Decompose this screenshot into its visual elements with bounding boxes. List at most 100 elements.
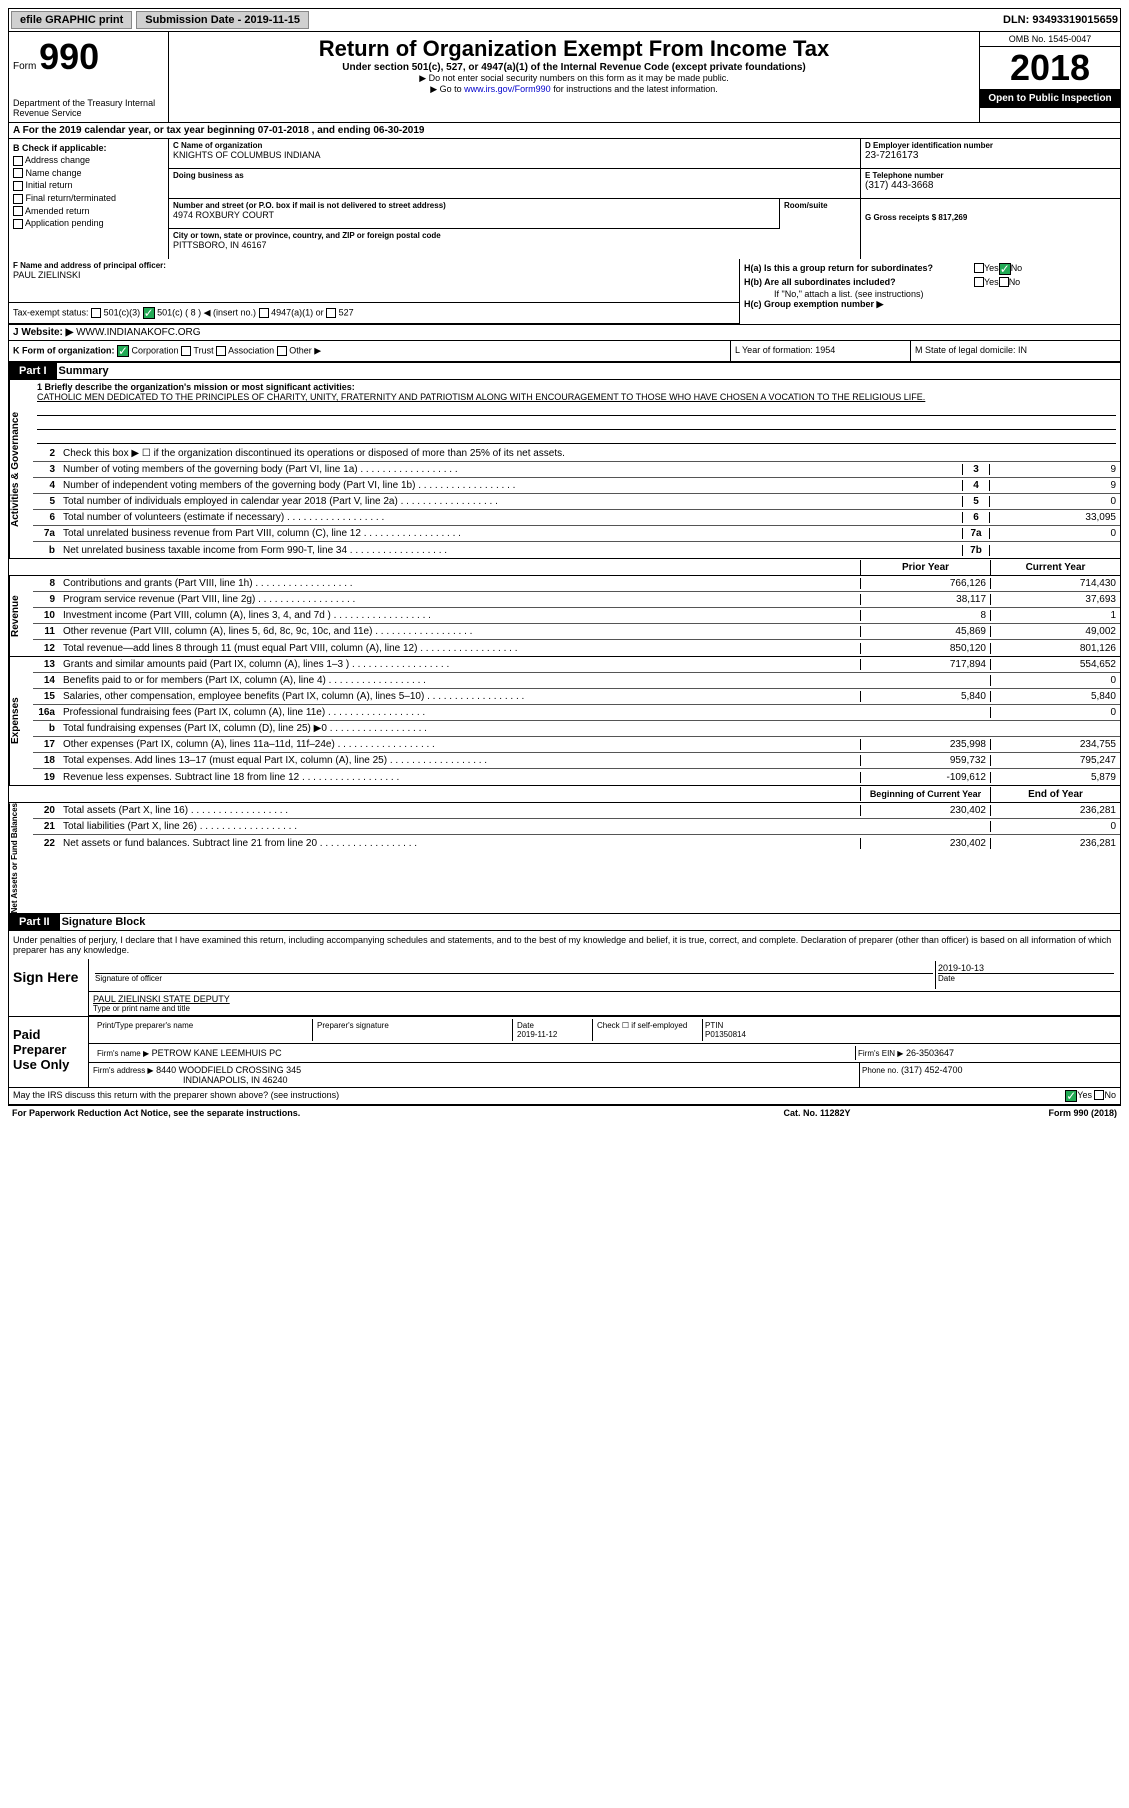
check-other[interactable] [277, 346, 287, 356]
line-text: Salaries, other compensation, employee b… [61, 690, 860, 703]
line-text: Other expenses (Part IX, column (A), lin… [61, 738, 860, 751]
check-501c3[interactable] [91, 308, 101, 318]
check-address[interactable] [13, 156, 23, 166]
line-text: Professional fundraising fees (Part IX, … [61, 706, 860, 719]
discuss-yes[interactable] [1065, 1090, 1077, 1102]
form-title: Return of Organization Exempt From Incom… [173, 36, 975, 62]
omb-number: OMB No. 1545-0047 [980, 32, 1120, 47]
line-text: Total expenses. Add lines 13–17 (must eq… [61, 754, 860, 767]
prior-year-value: 8 [860, 610, 990, 621]
line-value: 9 [990, 464, 1120, 475]
check-initial[interactable] [13, 181, 23, 191]
current-year-value: 1 [990, 610, 1120, 621]
line-text: Total number of individuals employed in … [61, 495, 962, 508]
part2-header: Part II [9, 914, 60, 930]
year-formation: L Year of formation: 1954 [730, 341, 910, 361]
part1-expenses: Expenses 13 Grants and similar amounts p… [8, 657, 1121, 786]
prior-year-value: 230,402 [860, 838, 990, 849]
line-text: Total assets (Part X, line 16) [61, 804, 860, 817]
check-corp[interactable] [117, 345, 129, 357]
paid-preparer-label: Paid Preparer Use Only [9, 1017, 89, 1087]
current-year-value: 5,879 [990, 772, 1120, 783]
current-year-value: 0 [990, 675, 1120, 686]
section-bcdefg: B Check if applicable: Address change Na… [8, 139, 1121, 259]
prior-year-value: 5,840 [860, 691, 990, 702]
check-pending[interactable] [13, 219, 23, 229]
current-year-value: 0 [990, 821, 1120, 832]
check-amended[interactable] [13, 206, 23, 216]
line-text: Benefits paid to or for members (Part IX… [61, 674, 860, 687]
state-domicile: M State of legal domicile: IN [910, 341, 1120, 361]
current-year-value: 0 [990, 707, 1120, 718]
line-text: Total number of volunteers (estimate if … [61, 511, 962, 524]
ha-no[interactable] [999, 263, 1011, 275]
ha-yes[interactable] [974, 263, 984, 273]
top-bar: efile GRAPHIC print Submission Date - 20… [8, 8, 1121, 32]
part1-header: Part I [9, 363, 57, 379]
part1-netassets: Net Assets or Fund Balances 20 Total ass… [8, 803, 1121, 914]
dept-treasury: Department of the Treasury Internal Reve… [13, 98, 164, 118]
line-text: Number of voting members of the governin… [61, 463, 962, 476]
org-name: KNIGHTS OF COLUMBUS INDIANA [173, 150, 856, 160]
part1-revenue: Revenue 8 Contributions and grants (Part… [8, 576, 1121, 657]
sign-here-label: Sign Here [9, 959, 89, 1016]
header-mid: Return of Organization Exempt From Incom… [169, 32, 980, 122]
officer-name: PAUL ZIELINSKI [13, 270, 735, 280]
street-address: 4974 ROXBURY COURT [173, 210, 775, 220]
part1-governance: Activities & Governance 1 Briefly descri… [8, 380, 1121, 559]
firm-name: PETROW KANE LEEMHUIS PC [152, 1048, 282, 1058]
form-header: Form 990 Department of the Treasury Inte… [8, 32, 1121, 123]
check-527[interactable] [326, 308, 336, 318]
tax-status-row: Tax-exempt status: 501(c)(3) 501(c) ( 8 … [9, 303, 739, 324]
line-text: Grants and similar amounts paid (Part IX… [61, 658, 860, 671]
website-url: WWW.INDIANAKOFC.ORG [76, 327, 200, 338]
public-inspection: Open to Public Inspection [980, 89, 1120, 108]
prior-year-value: 45,869 [860, 626, 990, 637]
prep-date: 2019-11-12 [517, 1030, 557, 1039]
line-text: Other revenue (Part VIII, column (A), li… [61, 625, 860, 638]
current-year-value: 234,755 [990, 739, 1120, 750]
prior-year-value: 959,732 [860, 755, 990, 766]
sig-date: 2019-10-13 [938, 963, 1114, 973]
current-year-value: 795,247 [990, 755, 1120, 766]
tax-year: 2018 [980, 47, 1120, 89]
line-a: A For the 2019 calendar year, or tax yea… [8, 123, 1121, 139]
prior-year-value: 38,117 [860, 594, 990, 605]
header-left: Form 990 Department of the Treasury Inte… [9, 32, 169, 122]
current-year-value: 37,693 [990, 594, 1120, 605]
efile-button[interactable]: efile GRAPHIC print [11, 11, 132, 29]
line-text: Contributions and grants (Part VIII, lin… [61, 577, 860, 590]
mission-text: CATHOLIC MEN DEDICATED TO THE PRINCIPLES… [37, 392, 925, 402]
check-assoc[interactable] [216, 346, 226, 356]
prior-year-value: 235,998 [860, 739, 990, 750]
section-f-h: F Name and address of principal officer:… [8, 259, 1121, 325]
discuss-no[interactable] [1094, 1090, 1104, 1100]
column-f: F Name and address of principal officer:… [9, 259, 740, 324]
current-year-value: 49,002 [990, 626, 1120, 637]
hb-yes[interactable] [974, 277, 984, 287]
prior-year-value: -109,612 [860, 772, 990, 783]
check-name[interactable] [13, 168, 23, 178]
instructions-link[interactable]: www.irs.gov/Form990 [464, 84, 551, 94]
hb-no[interactable] [999, 277, 1009, 287]
line-text: Investment income (Part VIII, column (A)… [61, 609, 860, 622]
column-h: H(a) Is this a group return for subordin… [740, 259, 1120, 324]
ein: 23-7216173 [865, 150, 1116, 161]
submission-label: Submission Date - 2019-11-15 [136, 11, 309, 29]
check-4947[interactable] [259, 308, 269, 318]
current-year-value: 801,126 [990, 643, 1120, 654]
current-year-value: 236,281 [990, 838, 1120, 849]
officer-typed: PAUL ZIELINSKI STATE DEPUTY [93, 994, 1116, 1004]
prior-year-value: 717,894 [860, 659, 990, 670]
check-501c[interactable] [143, 307, 155, 319]
current-year-value: 714,430 [990, 578, 1120, 589]
line-text: Total fundraising expenses (Part IX, col… [61, 722, 860, 735]
signature-block: Under penalties of perjury, I declare th… [8, 931, 1121, 1106]
line-text: Total unrelated business revenue from Pa… [61, 527, 962, 540]
prior-year-value: 766,126 [860, 578, 990, 589]
line-text: Net unrelated business taxable income fr… [61, 544, 962, 557]
dln: DLN: 93493319015659 [1003, 14, 1118, 26]
check-trust[interactable] [181, 346, 191, 356]
check-final[interactable] [13, 194, 23, 204]
firm-address: 8440 WOODFIELD CROSSING 345 [156, 1065, 301, 1075]
